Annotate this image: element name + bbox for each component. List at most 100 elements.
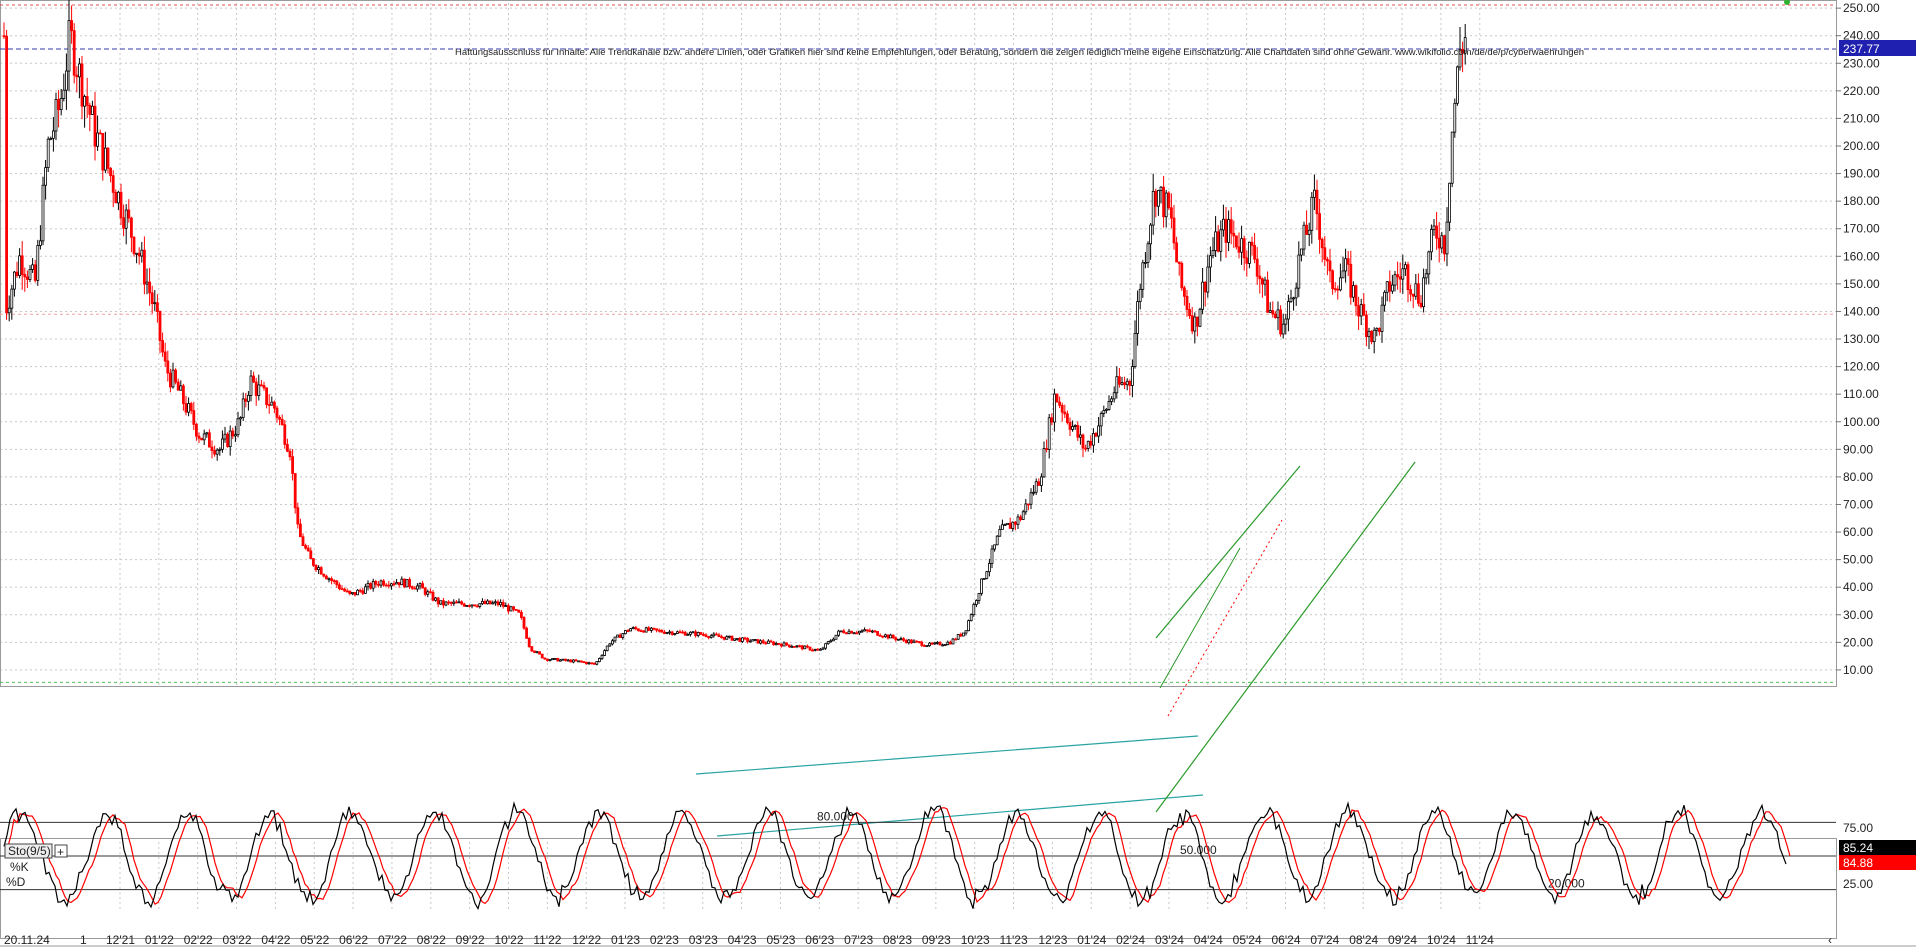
candle — [634, 625, 638, 631]
candle — [530, 646, 534, 652]
expand-icon[interactable] — [54, 844, 68, 858]
candle-body — [1263, 279, 1267, 285]
candle-body — [754, 639, 757, 641]
candle — [624, 630, 627, 635]
candle — [943, 643, 947, 646]
candle-body — [793, 646, 796, 648]
candle — [1437, 222, 1441, 263]
candle — [158, 310, 162, 354]
candle — [85, 77, 89, 118]
stoch-header: Sto(9/5) + %K %D 85.24 84.88 — [4, 840, 1916, 889]
candle-body — [811, 649, 814, 652]
candle — [699, 631, 703, 635]
candle-body — [145, 281, 149, 285]
candle-body — [423, 587, 427, 595]
candle — [1453, 98, 1457, 138]
candle-body — [535, 651, 539, 654]
candle-body — [252, 375, 256, 383]
candle-body — [465, 605, 469, 607]
candle — [993, 544, 996, 552]
candle — [754, 639, 757, 642]
candle — [579, 660, 583, 663]
candle-body — [696, 632, 700, 636]
candle-body — [98, 132, 102, 135]
candle-body — [140, 249, 144, 257]
candle — [142, 236, 146, 295]
candle-body — [1224, 218, 1228, 243]
candle-body — [1313, 189, 1316, 198]
candle-body — [608, 643, 612, 647]
candle — [57, 90, 60, 128]
candle — [949, 640, 952, 645]
candle — [847, 628, 851, 635]
candle-body — [1060, 404, 1064, 413]
candle — [28, 265, 32, 283]
candle — [54, 92, 58, 141]
candle-body — [1333, 288, 1337, 291]
candle — [1011, 521, 1015, 532]
candle-body — [124, 209, 128, 229]
candle-body — [1206, 266, 1210, 293]
candle-body — [231, 430, 235, 437]
candle — [324, 574, 328, 580]
candle-body — [998, 529, 1002, 537]
candle-body — [236, 418, 240, 436]
x-tick-label: 07'24 — [1310, 933, 1339, 947]
candle — [598, 657, 601, 663]
candle-body — [587, 662, 591, 665]
candle — [1440, 231, 1444, 254]
candle — [361, 587, 365, 596]
candle — [1115, 366, 1119, 399]
candle — [1159, 186, 1163, 204]
y-tick-label: 200.00 — [1843, 139, 1880, 153]
candle-body — [72, 30, 76, 76]
candle-body — [382, 580, 386, 586]
scroll-arrow-icon[interactable]: ‹ — [1828, 933, 1832, 947]
x-tick-label: 12'21 — [106, 933, 135, 947]
candle-body — [743, 637, 747, 640]
candle-body — [506, 605, 510, 612]
candle — [98, 129, 102, 135]
candle-body — [226, 433, 230, 447]
candle-body — [322, 573, 326, 577]
candle — [899, 636, 903, 641]
candle-body — [543, 657, 547, 660]
candle — [860, 629, 864, 633]
candle-body — [808, 646, 812, 651]
d-value-tag — [1839, 855, 1916, 870]
candle-body — [1203, 281, 1207, 293]
candle — [772, 640, 775, 646]
candle-body — [1424, 273, 1428, 279]
candle-body — [1414, 283, 1418, 297]
candle-body — [117, 191, 120, 204]
candle — [366, 580, 370, 591]
candle — [735, 637, 739, 641]
candle-body — [1430, 228, 1433, 253]
candle — [241, 392, 245, 422]
candle — [314, 564, 318, 572]
candle-body — [611, 640, 614, 645]
candle — [65, 53, 68, 110]
candle-body — [1359, 304, 1363, 317]
candle-body — [1378, 328, 1381, 332]
candle — [1461, 41, 1464, 73]
candle-body — [647, 627, 651, 631]
candle-body — [907, 639, 911, 644]
y-tick-label: 160.00 — [1843, 249, 1880, 263]
stoch-title-box[interactable] — [4, 843, 53, 859]
candle-body — [949, 641, 952, 645]
candle — [660, 629, 664, 633]
candle — [956, 634, 960, 640]
candle — [543, 657, 547, 660]
candle — [39, 225, 42, 250]
candle — [995, 535, 999, 546]
candle — [176, 378, 180, 391]
candle — [33, 259, 37, 283]
candle-body — [1190, 315, 1194, 332]
candle-body — [546, 658, 549, 661]
candle — [145, 268, 149, 295]
candle — [1014, 521, 1017, 531]
candle-body — [1297, 254, 1301, 289]
candle-body — [980, 578, 983, 594]
